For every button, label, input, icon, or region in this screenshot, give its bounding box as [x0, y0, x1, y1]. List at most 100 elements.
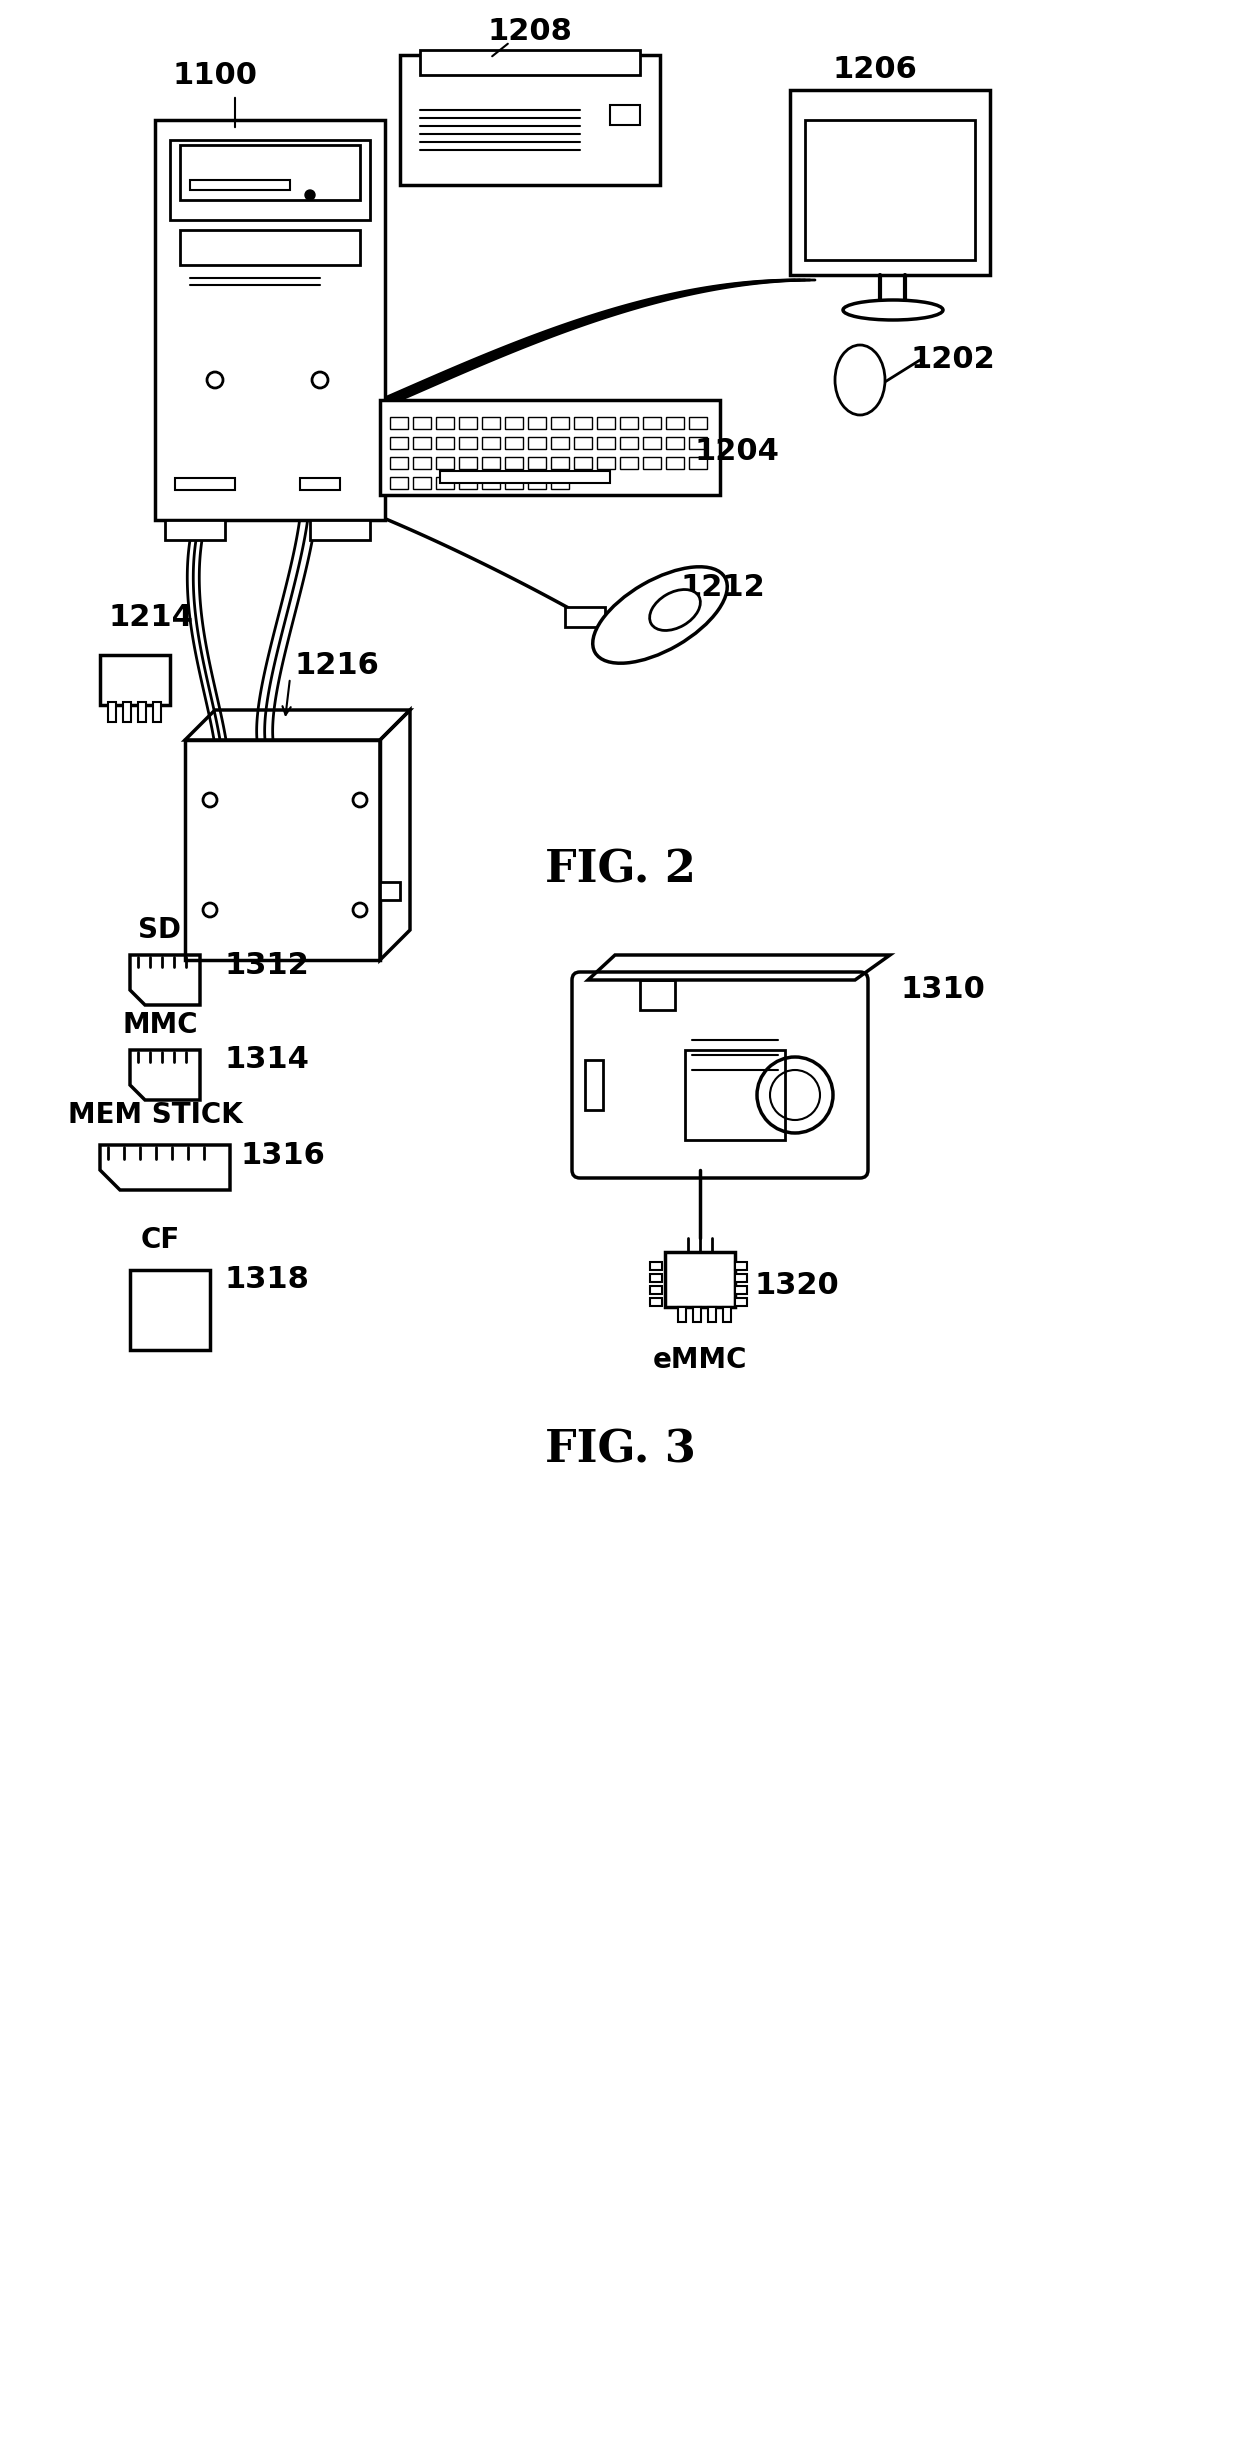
Text: FIG. 3: FIG. 3: [544, 1427, 696, 1472]
Bar: [436, 458, 454, 470]
Bar: [610, 106, 640, 126]
Bar: [650, 1262, 662, 1270]
Bar: [505, 438, 523, 448]
Circle shape: [305, 189, 315, 199]
Text: FIG. 2: FIG. 2: [544, 849, 696, 891]
Bar: [436, 438, 454, 448]
Bar: [436, 416, 454, 428]
Bar: [644, 416, 661, 428]
Bar: [551, 416, 569, 428]
Text: 1320: 1320: [755, 1270, 839, 1299]
Bar: [138, 701, 146, 721]
Bar: [130, 1270, 210, 1351]
Bar: [666, 438, 684, 448]
Bar: [300, 477, 340, 490]
Bar: [413, 416, 432, 428]
Bar: [379, 881, 401, 901]
Bar: [180, 145, 360, 199]
Bar: [689, 458, 707, 470]
Bar: [505, 416, 523, 428]
Bar: [413, 438, 432, 448]
Text: 1310: 1310: [900, 975, 985, 1004]
Bar: [413, 458, 432, 470]
Bar: [596, 416, 615, 428]
Bar: [596, 438, 615, 448]
Bar: [708, 1307, 715, 1322]
Bar: [684, 1051, 785, 1139]
Bar: [585, 1061, 603, 1110]
Bar: [413, 477, 432, 490]
Bar: [551, 458, 569, 470]
Bar: [735, 1297, 746, 1307]
Bar: [482, 438, 500, 448]
Bar: [528, 458, 546, 470]
Bar: [440, 470, 610, 482]
Text: 1212: 1212: [680, 573, 765, 603]
Bar: [459, 416, 477, 428]
Bar: [482, 477, 500, 490]
Bar: [574, 416, 591, 428]
Bar: [528, 416, 546, 428]
Bar: [620, 458, 639, 470]
Bar: [459, 477, 477, 490]
Bar: [391, 477, 408, 490]
Bar: [805, 121, 975, 261]
Bar: [310, 519, 370, 539]
Text: CF: CF: [140, 1226, 180, 1255]
Bar: [644, 458, 661, 470]
Bar: [693, 1307, 701, 1322]
Bar: [482, 458, 500, 470]
Ellipse shape: [593, 566, 728, 662]
Bar: [689, 416, 707, 428]
Bar: [391, 416, 408, 428]
Bar: [153, 701, 161, 721]
Bar: [735, 1262, 746, 1270]
Bar: [100, 655, 170, 704]
Bar: [190, 180, 290, 189]
Bar: [391, 438, 408, 448]
Text: MMC: MMC: [123, 1011, 198, 1039]
Bar: [175, 477, 236, 490]
Bar: [379, 401, 720, 495]
Text: 1316: 1316: [241, 1139, 325, 1169]
Bar: [735, 1275, 746, 1282]
Bar: [666, 458, 684, 470]
Bar: [723, 1307, 732, 1322]
Bar: [620, 416, 639, 428]
Text: eMMC: eMMC: [652, 1346, 748, 1373]
Text: 1216: 1216: [295, 650, 379, 679]
Bar: [401, 54, 660, 185]
Bar: [650, 1287, 662, 1294]
Bar: [640, 979, 675, 1009]
Bar: [596, 458, 615, 470]
Text: 1214: 1214: [108, 603, 193, 632]
Bar: [420, 49, 640, 74]
Ellipse shape: [835, 345, 885, 416]
Bar: [689, 438, 707, 448]
Bar: [459, 438, 477, 448]
Bar: [436, 477, 454, 490]
Bar: [665, 1253, 735, 1307]
Bar: [165, 519, 224, 539]
Bar: [180, 229, 360, 266]
Text: MEM STICK: MEM STICK: [68, 1100, 242, 1130]
Bar: [551, 477, 569, 490]
Ellipse shape: [650, 591, 701, 630]
Bar: [644, 438, 661, 448]
Text: 1312: 1312: [224, 950, 310, 979]
Bar: [735, 1287, 746, 1294]
FancyBboxPatch shape: [572, 972, 868, 1179]
Bar: [170, 140, 370, 219]
Text: 1314: 1314: [224, 1046, 310, 1075]
Bar: [505, 477, 523, 490]
Bar: [650, 1297, 662, 1307]
Text: 1206: 1206: [832, 57, 918, 84]
Bar: [528, 477, 546, 490]
Text: 1318: 1318: [224, 1265, 310, 1294]
Bar: [678, 1307, 686, 1322]
Text: 1202: 1202: [910, 345, 994, 374]
Bar: [666, 416, 684, 428]
Text: SD: SD: [139, 915, 181, 945]
Bar: [574, 458, 591, 470]
Ellipse shape: [843, 300, 942, 320]
